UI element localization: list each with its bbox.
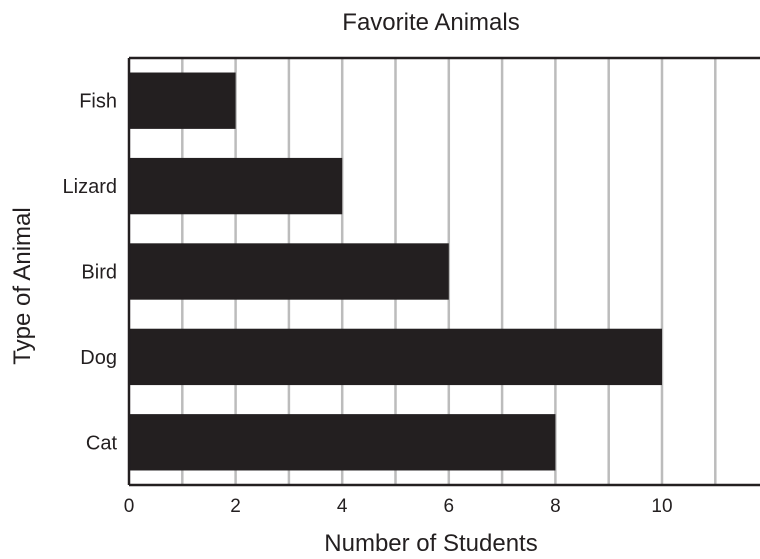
category-label: Bird <box>81 262 117 284</box>
chart-title: Favorite Animals <box>342 9 519 36</box>
category-label: Lizard <box>63 176 117 198</box>
x-tick-label: 2 <box>230 496 241 517</box>
x-tick-label: 8 <box>550 496 561 517</box>
y-axis-title: Type of Animal <box>9 207 36 364</box>
axes <box>127 56 760 487</box>
category-label: Cat <box>86 432 118 454</box>
x-tick-label: 6 <box>444 496 455 517</box>
category-label: Dog <box>80 347 117 369</box>
y-category-labels: Fish Lizard Bird Dog Cat <box>63 91 118 455</box>
bar-bird <box>129 243 449 300</box>
x-tick-labels: 0 2 4 6 8 10 <box>124 496 673 517</box>
bar-lizard <box>129 157 343 215</box>
bar-dog <box>129 328 662 386</box>
bars <box>129 72 662 471</box>
bar-fish <box>129 72 236 129</box>
category-label: Fish <box>79 91 117 113</box>
bar-cat <box>129 414 556 471</box>
x-tick-label: 0 <box>124 496 135 517</box>
x-tick-label: 10 <box>651 496 672 517</box>
x-tick-label: 4 <box>337 496 348 517</box>
x-axis-title: Number of Students <box>324 530 537 557</box>
